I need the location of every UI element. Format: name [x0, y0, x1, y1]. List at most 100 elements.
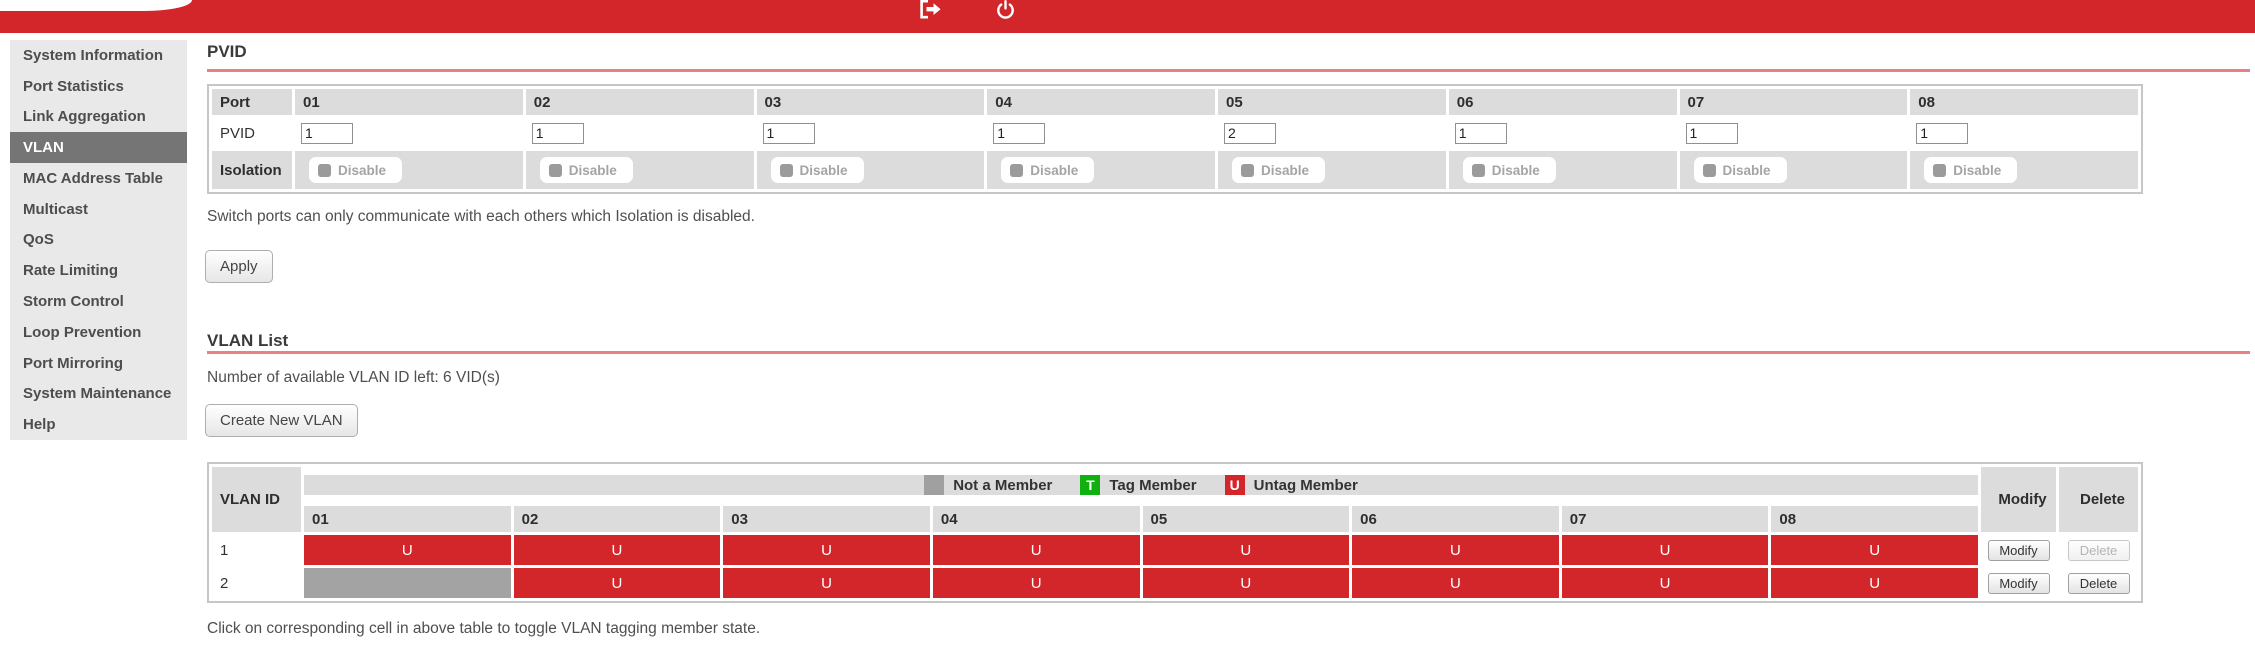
vlan-1-member-cell-port-04[interactable]: U — [932, 535, 1140, 565]
legend-item-not-a-member: Not a Member — [924, 475, 1052, 495]
toggle-knob-icon — [1702, 163, 1716, 177]
isolation-toggle-port-07[interactable]: Disable — [1693, 157, 1787, 183]
isolation-toggle-label: Disable — [799, 162, 848, 178]
vlan-1-modify-cell: Modify — [1981, 535, 2056, 565]
power-icon[interactable] — [996, 0, 1015, 19]
vlan-port-header-04: 04 — [932, 506, 1140, 532]
sidebar-item-vlan[interactable]: VLAN — [10, 132, 187, 164]
logo-notch — [0, 0, 192, 11]
isolation-toggle-label: Disable — [338, 162, 387, 178]
pvid-input-cell-02 — [526, 118, 754, 148]
pvid-port-header-01: 01 — [295, 89, 523, 115]
isolation-toggle-port-01[interactable]: Disable — [309, 157, 403, 183]
pvid-input-cell-03 — [757, 118, 985, 148]
isolation-toggle-label: Disable — [1953, 162, 2002, 178]
pvid-port-header-08: 08 — [1910, 89, 2138, 115]
sidebar-item-port-mirroring[interactable]: Port Mirroring — [23, 354, 123, 372]
vlan-legend-cell: Not a Member T Tag Member U Untag Member — [304, 467, 1978, 503]
member-swatch-icon — [924, 475, 945, 495]
isolation-toggle-label: Disable — [1030, 162, 1079, 178]
legend-item-tag-member: T Tag Member — [1080, 475, 1197, 495]
vlan-id-cell-2: 2 — [212, 568, 301, 598]
toggle-hint-note: Click on corresponding cell in above tab… — [207, 620, 761, 637]
top-bar — [0, 0, 2255, 33]
toggle-knob-icon — [1010, 163, 1024, 177]
create-new-vlan-button[interactable]: Create New VLAN — [205, 404, 358, 437]
sidebar-item-rate-limiting[interactable]: Rate Limiting — [23, 262, 119, 280]
isolation-toggle-port-03[interactable]: Disable — [770, 157, 864, 183]
vlan-1-member-cell-port-07[interactable]: U — [1561, 535, 1769, 565]
pvid-input-cell-08 — [1910, 118, 2138, 148]
pvid-title-rule — [207, 69, 2250, 72]
vlan-1-delete-button: Delete — [2067, 539, 2130, 561]
vlan-2-member-cell-port-03[interactable]: U — [723, 568, 930, 598]
vlan-2-modify-button[interactable]: Modify — [1987, 572, 2050, 594]
sidebar-item-system-information[interactable]: System Information — [23, 46, 164, 64]
apply-button[interactable]: Apply — [205, 250, 273, 283]
sidebar-item-port-statistics[interactable]: Port Statistics — [23, 77, 124, 95]
pvid-section-title: PVID — [207, 42, 247, 61]
legend-item-untag-member: U Untag Member — [1224, 475, 1358, 495]
vlan-2-delete-button[interactable]: Delete — [2067, 572, 2130, 594]
logout-icon[interactable] — [918, 0, 943, 20]
pvid-input-port-04[interactable] — [993, 122, 1046, 144]
pvid-input-port-03[interactable] — [762, 122, 815, 144]
sidebar-item-loop-prevention[interactable]: Loop Prevention — [23, 323, 142, 341]
sidebar-item-help[interactable]: Help — [23, 416, 56, 434]
isolation-toggle-port-02[interactable]: Disable — [539, 157, 633, 183]
modify-column-header: Modify — [1981, 467, 2056, 532]
vlan-1-member-cell-port-05[interactable]: U — [1142, 535, 1350, 565]
sidebar-item-system-maintenance[interactable]: System Maintenance — [23, 385, 172, 403]
legend-label: Tag Member — [1109, 476, 1197, 494]
vlan-2-member-cell-port-05[interactable]: U — [1142, 568, 1350, 598]
pvid-input-port-02[interactable] — [531, 122, 584, 144]
pvid-input-port-01[interactable] — [301, 122, 353, 144]
pvid-input-port-08[interactable] — [1916, 122, 1969, 144]
legend-label: Not a Member — [953, 476, 1053, 494]
available-vlan-note: Number of available VLAN ID left: 6 VID(… — [207, 369, 500, 386]
vlan-2-member-cell-port-07[interactable]: U — [1561, 568, 1769, 598]
sidebar-item-link-aggregation[interactable]: Link Aggregation — [23, 108, 146, 126]
vlan-1-member-cell-port-02[interactable]: U — [513, 535, 721, 565]
vlan-port-header-06: 06 — [1352, 506, 1559, 532]
vlan-2-member-cell-port-08[interactable]: U — [1771, 568, 1978, 598]
sidebar-item-storm-control[interactable]: Storm Control — [23, 293, 124, 310]
pvid-port-header-label: Port — [212, 89, 292, 115]
toggle-knob-icon — [1241, 163, 1254, 177]
sidebar-item-mac-address-table[interactable]: MAC Address Table — [23, 169, 164, 187]
vlan-2-member-cell-port-04[interactable]: U — [932, 568, 1140, 598]
pvid-input-port-07[interactable] — [1685, 122, 1738, 144]
vlan-1-delete-cell: Delete — [2059, 535, 2138, 565]
sidebar-item-multicast[interactable]: Multicast — [23, 200, 89, 218]
toggle-knob-icon — [548, 163, 562, 177]
vlan-port-header-05: 05 — [1142, 506, 1350, 532]
isolation-cell-06: Disable — [1448, 151, 1677, 189]
pvid-port-header-05: 05 — [1218, 89, 1446, 115]
isolation-toggle-port-06[interactable]: Disable — [1462, 157, 1556, 183]
vlan-1-member-cell-port-06[interactable]: U — [1352, 535, 1559, 565]
isolation-toggle-port-05[interactable]: Disable — [1232, 157, 1326, 183]
isolation-toggle-port-08[interactable]: Disable — [1924, 157, 2018, 183]
vlan-1-modify-button[interactable]: Modify — [1987, 539, 2050, 561]
pvid-input-port-05[interactable] — [1224, 122, 1276, 144]
vlan-2-member-cell-port-01[interactable] — [304, 568, 511, 598]
vlan-list-title-rule — [207, 351, 2250, 354]
sidebar-item-qos[interactable]: QoS — [23, 231, 54, 249]
toggle-knob-icon — [779, 163, 793, 177]
pvid-input-port-06[interactable] — [1454, 122, 1507, 144]
vlan-2-delete-cell: Delete — [2059, 568, 2138, 598]
vlan-1-member-cell-port-03[interactable]: U — [723, 535, 930, 565]
isolation-toggle-port-04[interactable]: Disable — [1001, 157, 1095, 183]
vlan-list-section-title: VLAN List — [207, 331, 289, 350]
vlan-2-member-cell-port-02[interactable]: U — [513, 568, 721, 598]
vlan-1-member-cell-port-01[interactable]: U — [304, 535, 511, 565]
pvid-port-header-06: 06 — [1448, 89, 1677, 115]
vlan-1-member-cell-port-08[interactable]: U — [1771, 535, 1978, 565]
isolation-cell-07: Disable — [1679, 151, 1908, 189]
vlan-2-member-cell-port-06[interactable]: U — [1352, 568, 1559, 598]
vlan-row-1: 1 U U U U U U U U Modify Delete — [212, 535, 2138, 565]
legend-label: Untag Member — [1253, 476, 1358, 494]
isolation-note: Switch ports can only communicate with e… — [207, 208, 755, 225]
